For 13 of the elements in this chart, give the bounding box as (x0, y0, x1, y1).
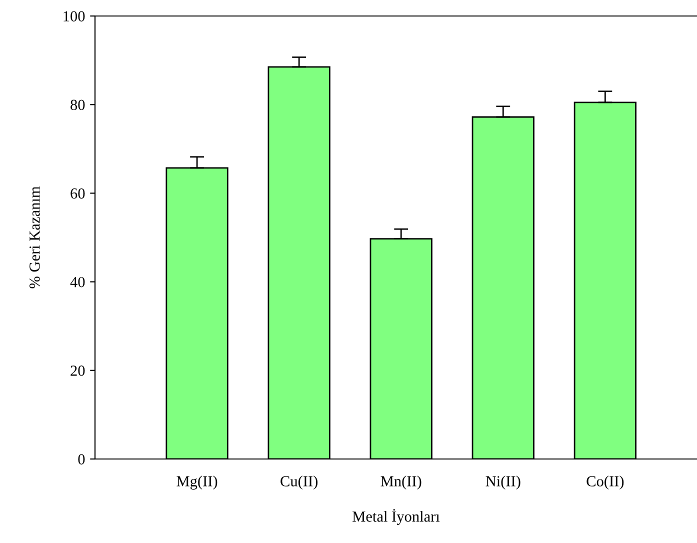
y-tick-label: 40 (70, 276, 85, 288)
y-tick-label: 0 (78, 454, 85, 464)
x-axis-title: Metal İyonları (352, 509, 440, 525)
x-tick-label: Cu(II) (280, 476, 318, 490)
y-tick-label: 20 (70, 366, 85, 376)
y-axis-title: % Geri Kazanım (30, 186, 40, 288)
x-tick-label: Co(II) (586, 476, 624, 490)
y-tick-label: 100 (64, 11, 85, 22)
y-tick-label: 80 (70, 100, 85, 110)
x-tick-label: Mg(II) (176, 476, 218, 490)
y-tick-label: 60 (70, 188, 85, 199)
x-tick-label: Ni(II) (486, 476, 520, 490)
x-tick-label: Mn(II) (380, 476, 422, 490)
